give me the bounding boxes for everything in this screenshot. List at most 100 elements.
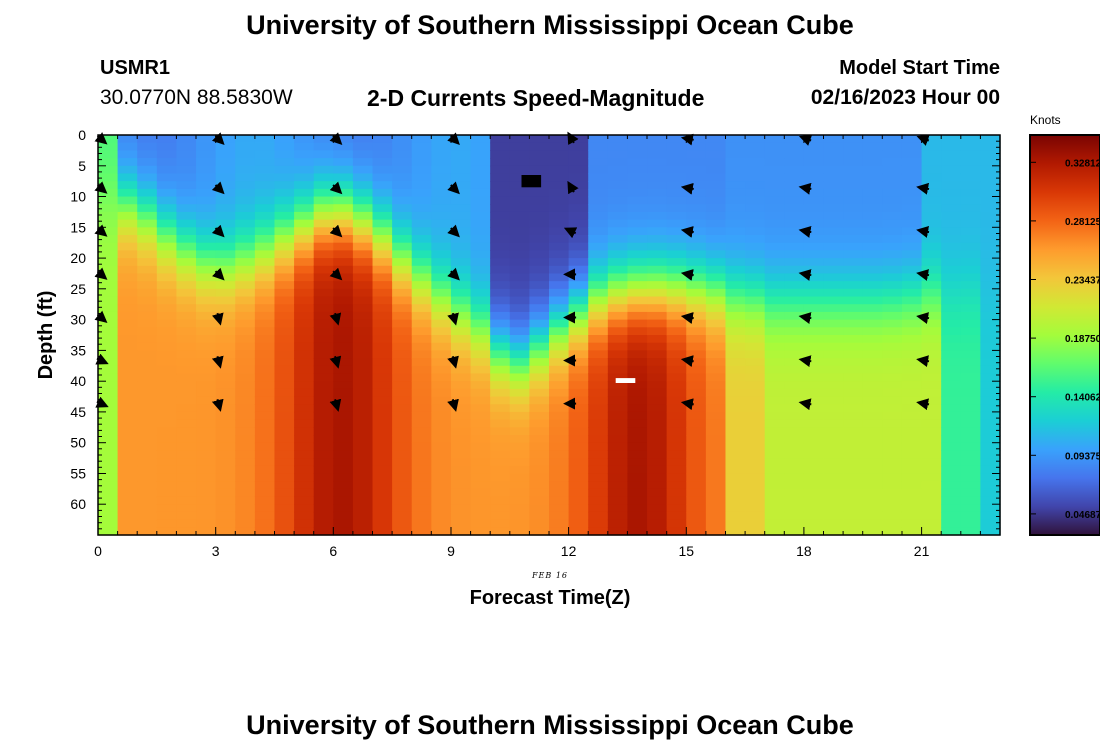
heatmap-cell — [941, 281, 962, 290]
heatmap-cell — [333, 250, 354, 259]
heatmap-cell — [333, 288, 354, 298]
heatmap-cell — [392, 342, 413, 351]
heatmap-cell — [176, 342, 197, 351]
heatmap-cell — [137, 142, 158, 151]
current-vector — [329, 224, 343, 238]
heatmap-cell — [627, 242, 648, 251]
heatmap-cell — [98, 258, 119, 267]
heatmap-cell — [352, 219, 374, 228]
heatmap-cell — [901, 158, 923, 167]
heatmap-cell — [156, 204, 178, 213]
heatmap-cell — [901, 373, 923, 382]
heatmap-cell — [549, 388, 570, 398]
x-tick-label: 12 — [561, 543, 577, 559]
heatmap-cell — [333, 396, 354, 405]
heatmap-cell — [980, 235, 1001, 244]
heatmap-cell — [274, 281, 295, 290]
heatmap-cell — [470, 450, 491, 459]
heatmap-cell — [764, 435, 785, 444]
heatmap-cell — [313, 204, 334, 213]
heatmap-cell — [862, 142, 883, 151]
heatmap-cell — [196, 311, 217, 321]
heatmap-cell — [588, 319, 609, 328]
heatmap-cell — [196, 173, 217, 182]
heatmap-cell — [549, 242, 570, 251]
heatmap-cell — [529, 165, 550, 175]
heatmap-cell — [607, 319, 629, 328]
heatmap-cell — [215, 388, 236, 398]
heatmap-cell — [509, 504, 530, 513]
heatmap-cell — [176, 358, 197, 367]
heatmap-cell — [529, 273, 550, 282]
heatmap-cell — [235, 235, 256, 244]
y-tick-label: 50 — [70, 435, 86, 451]
heatmap-cell — [686, 281, 707, 290]
heatmap-cell — [137, 265, 158, 275]
heatmap-cell — [803, 219, 825, 228]
heatmap-cell — [666, 219, 687, 228]
heatmap-cell — [254, 211, 276, 221]
heatmap-cell — [607, 211, 629, 221]
heatmap-cell — [882, 373, 903, 382]
heatmap-cell — [960, 173, 981, 182]
heatmap-cell — [901, 142, 923, 151]
heatmap-cell — [274, 273, 295, 282]
heatmap-cell — [823, 227, 844, 236]
heatmap-cell — [392, 304, 413, 313]
heatmap-cell — [196, 450, 217, 459]
heatmap-cell — [392, 458, 413, 467]
heatmap-cell — [333, 365, 354, 375]
heatmap-cell — [882, 458, 903, 467]
x-tick-label: 0 — [94, 543, 102, 559]
heatmap-cell — [274, 142, 295, 151]
heatmap-cell — [901, 358, 923, 367]
heatmap-cell — [862, 427, 883, 436]
heatmap-cell — [764, 327, 785, 336]
heatmap-cell — [901, 527, 923, 536]
heatmap-cell — [568, 158, 589, 167]
heatmap-cell — [431, 435, 452, 444]
heatmap-cell — [941, 419, 962, 428]
heatmap-cell — [235, 265, 256, 275]
heatmap-cell — [254, 204, 276, 213]
heatmap-cell — [666, 504, 687, 513]
heatmap-cell — [941, 250, 962, 259]
heatmap-cell — [705, 465, 727, 475]
heatmap-cell — [647, 288, 668, 298]
heatmap-cell — [470, 135, 491, 144]
heatmap-cell — [745, 419, 766, 428]
heatmap-cell — [764, 373, 785, 382]
heatmap-cell — [960, 250, 981, 259]
heatmap-cell — [235, 396, 256, 405]
heatmap-cell — [725, 450, 746, 459]
heatmap-cell — [745, 273, 766, 282]
heatmap-cell — [392, 465, 413, 475]
heatmap-cell — [764, 311, 785, 321]
heatmap-cell — [294, 181, 315, 190]
heatmap-cell — [117, 342, 138, 351]
heatmap-cell — [862, 196, 883, 205]
heatmap-cell — [529, 481, 550, 490]
heatmap-cell — [627, 288, 648, 298]
heatmap-cell — [333, 227, 354, 236]
heatmap-cell — [725, 519, 746, 528]
heatmap-cell — [627, 496, 648, 505]
heatmap-cell — [470, 465, 491, 475]
heatmap-cell — [588, 227, 609, 236]
heatmap-cell — [509, 288, 530, 298]
heatmap-cell — [803, 419, 825, 428]
heatmap-cell — [980, 350, 1001, 359]
heatmap-cell — [372, 450, 393, 459]
heatmap-cell — [921, 419, 942, 428]
heatmap-cell — [333, 511, 354, 521]
heatmap-cell — [294, 350, 315, 359]
heatmap-cell — [196, 258, 217, 267]
heatmap-cell — [980, 227, 1001, 236]
heatmap-cell — [803, 519, 825, 528]
heatmap-cell — [372, 142, 393, 151]
heatmap-cell — [274, 365, 295, 375]
heatmap-cell — [686, 365, 707, 375]
heatmap-cell — [117, 381, 138, 390]
heatmap-cell — [764, 496, 785, 505]
heatmap-cell — [529, 288, 550, 298]
